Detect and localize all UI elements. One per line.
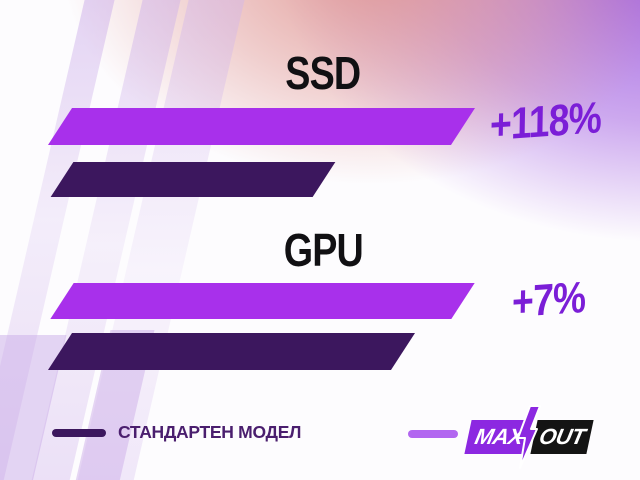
gpu-gain-value: +7% [511, 272, 586, 328]
ssd-gain-value: +118% [489, 93, 602, 151]
gpu-standard-bar [47, 333, 416, 370]
legend-maxout-swatch [408, 430, 458, 438]
logo-out-text: OUT [536, 424, 588, 449]
maxout-logo: MAX OUT [464, 405, 596, 469]
ssd-standard-bar [50, 162, 336, 197]
ssd-maxout-bar [47, 108, 476, 145]
section-title-gpu: GPU [283, 224, 363, 276]
gpu-maxout-bar [50, 283, 475, 319]
lightning-bolt-icon [517, 405, 541, 469]
legend-standard-label: СТАНДАРТЕН МОДЕЛ [118, 422, 302, 442]
section-title-ssd: SSD [285, 47, 361, 99]
legend-standard-swatch [52, 429, 106, 437]
